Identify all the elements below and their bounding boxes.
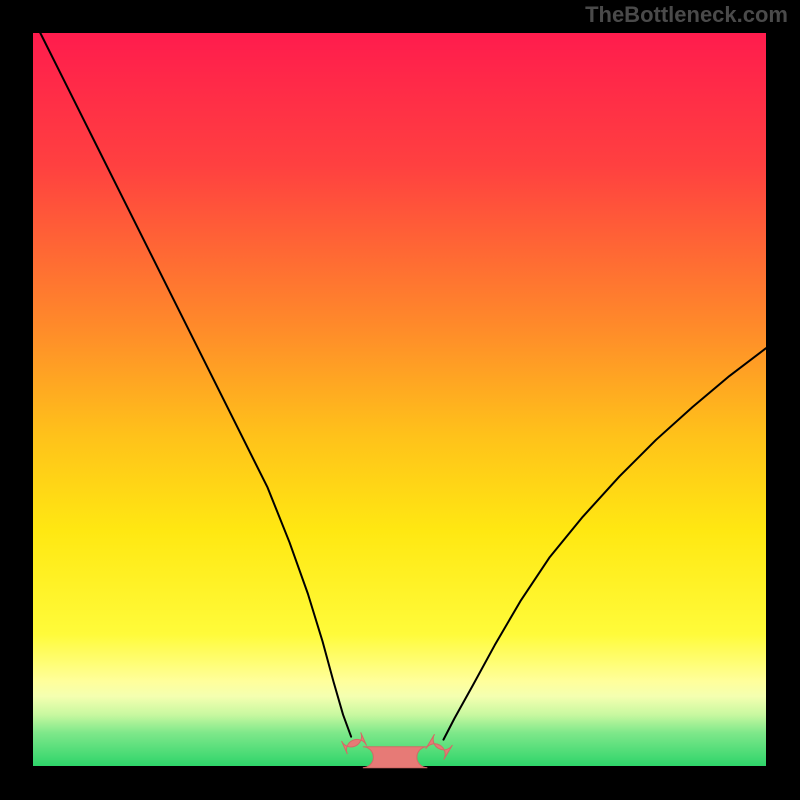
bottleneck-curves xyxy=(40,33,766,740)
plot-svg xyxy=(0,0,800,800)
curve-right xyxy=(443,348,766,739)
watermark-text: TheBottleneck.com xyxy=(585,2,788,28)
optimal-segment-2 xyxy=(426,734,453,759)
optimal-zone-markers xyxy=(342,732,453,767)
optimal-segment-0 xyxy=(342,732,367,754)
curve-left xyxy=(40,33,351,737)
chart-stage: TheBottleneck.com xyxy=(0,0,800,800)
optimal-segment-1 xyxy=(363,747,428,768)
